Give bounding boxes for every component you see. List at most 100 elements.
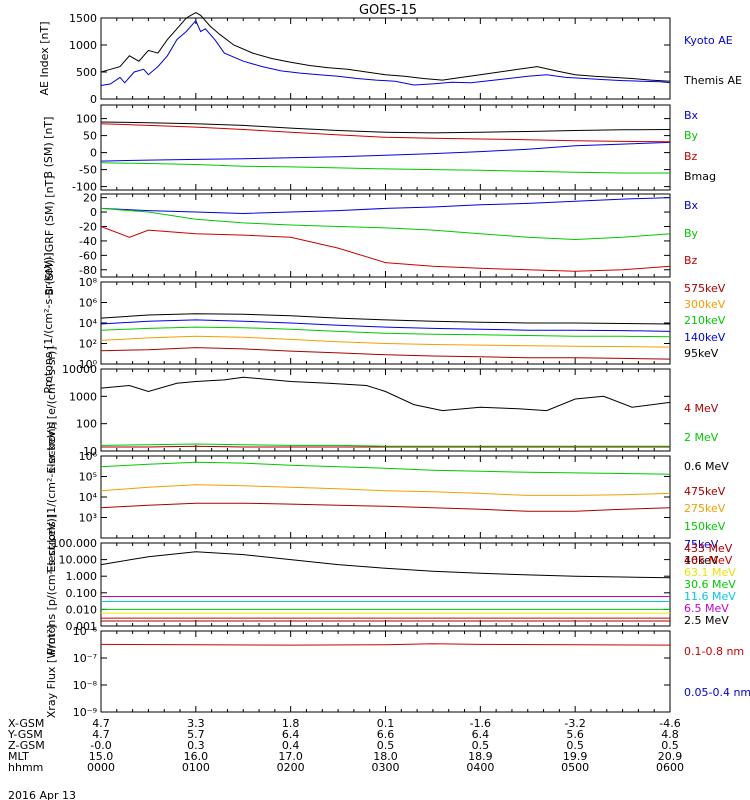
series-line-kyoto-ae: [100, 19, 671, 86]
legend-entry: Themis AE: [683, 74, 742, 87]
legend-entry: Kyoto AE: [684, 34, 733, 47]
legend-entry: Bz: [684, 150, 698, 163]
y-axis-label: Electrons [1/(cm²-s-sr-keV)]: [45, 422, 58, 573]
panel-frame: [100, 368, 671, 452]
y-tick-label: 50: [83, 130, 97, 143]
legend-entry: 4 MeV: [684, 402, 719, 415]
y-tick-label: 10⁴: [79, 317, 98, 330]
ephemeris-value: -1.6: [470, 717, 491, 730]
series-line-275kev: [100, 484, 671, 496]
legend-entry: Bmag: [684, 170, 716, 183]
y-tick-label: -100: [72, 181, 97, 194]
y-tick-label: 100.000: [52, 537, 98, 550]
ephemeris-value: 6.4: [472, 728, 490, 741]
y-tick-label: 0: [90, 147, 97, 160]
legend-entry: 433 MeV: [684, 542, 733, 555]
panel-protons_low: 10⁰ 10² 10⁴ 10⁶ 10⁸ Protons [1/(cm²-s-sr-keV)…: [42, 252, 726, 393]
legend-entry: 300keV: [684, 298, 726, 311]
series-line-140kev: [100, 319, 671, 332]
ephemeris-value: 0500: [561, 761, 589, 774]
ephemeris-value: 19.9: [563, 750, 588, 763]
y-tick-label: 10.000: [59, 554, 98, 567]
legend-entry: 0.1-0.8 nm: [684, 645, 744, 658]
ephemeris-value: 0.4: [282, 739, 300, 752]
panel-xray: 10⁻⁹ 10⁻⁸ 10⁻⁷ 10⁻⁶ Xray Flux [W/m²] 0.1-0.8 …: [45, 625, 750, 719]
y-tick-label: -80: [79, 264, 97, 277]
y-tick-label: 10⁴: [79, 491, 98, 504]
series-line-95kev: [100, 313, 671, 325]
ephemeris-row-label: Z-GSM: [8, 739, 45, 752]
ephemeris-value: 4.7: [92, 728, 110, 741]
ephemeris-value: 0100: [182, 761, 210, 774]
panel-frame: [100, 193, 671, 278]
legend-entry: 475keV: [684, 485, 726, 498]
series-line-0-6-mev: [100, 376, 671, 412]
ephemeris-value: 3.3: [187, 717, 205, 730]
ephemeris-row-label: X-GSM: [8, 717, 44, 730]
series-line-300kev: [100, 335, 671, 348]
y-tick-label: -50: [79, 164, 97, 177]
series-line-themis-ae: [100, 12, 671, 82]
legend-entry: Bz: [684, 254, 698, 267]
ephemeris-value: 4.7: [92, 717, 110, 730]
ephemeris-value: 5.7: [187, 728, 205, 741]
panel-frame: [100, 17, 671, 100]
legend-entry: Bx: [684, 199, 699, 212]
series-line-bx: [100, 197, 671, 215]
panel-bsm: -100 -50 0 50 100 B (SM) [nT] Bx By Bz Bmag: [42, 104, 716, 194]
series-line-bz: [100, 123, 671, 143]
legend-entry: 140keV: [684, 331, 726, 344]
y-tick-label: -20: [79, 220, 97, 233]
y-axis-label: B (SM)-IGRF (SM) [nT]: [43, 175, 56, 295]
series-line-2-5-mev: [100, 551, 671, 579]
y-tick-label: 500: [76, 66, 97, 79]
ephemeris-value: 4.8: [661, 728, 679, 741]
ephemeris-value: 0000: [87, 761, 115, 774]
ephemeris-value: 15.0: [89, 750, 114, 763]
y-axis-label: Xray Flux [W/m²]: [45, 625, 58, 718]
legend-entry: 75keV: [684, 538, 719, 551]
ephemeris-row-label: hhmm: [8, 761, 43, 774]
ephemeris-value: 0.5: [566, 739, 584, 752]
ephemeris-value: -4.6: [659, 717, 680, 730]
y-tick-label: 0.100: [66, 587, 98, 600]
series-line-bx: [100, 141, 671, 162]
y-tick-label: -60: [79, 249, 97, 262]
legend-entry: 575keV: [684, 282, 726, 295]
series-line-by: [100, 162, 670, 174]
series-line-575kev: [100, 347, 671, 360]
y-tick-label: 10²: [79, 338, 97, 351]
y-axis-label: Electrons [e/(cm²-s-sr)]: [45, 346, 58, 473]
y-tick-label: 10⁸: [79, 276, 98, 289]
ephemeris-value: 0.1: [377, 717, 395, 730]
ephemeris-value: -3.2: [564, 717, 585, 730]
legend-entry: 30.6 MeV: [684, 578, 736, 591]
ephemeris-value: 0.5: [377, 739, 395, 752]
y-tick-label: 1.000: [66, 570, 98, 583]
panel-electrons_low: 10³ 10⁴ 10⁵ 10⁶ Electrons [1/(cm²-s-sr-keV)]…: [45, 422, 726, 573]
series-line-0-1-0-8-nm: [100, 643, 671, 646]
y-tick-label: 10⁻⁸: [73, 679, 98, 692]
ephemeris-row-label: MLT: [8, 750, 29, 763]
ephemeris-value: 18.0: [373, 750, 398, 763]
legend-entry: By: [684, 227, 699, 240]
y-tick-label: 10⁶: [79, 450, 98, 463]
ephemeris-value: 0.3: [187, 739, 205, 752]
y-tick-label: 10⁻⁷: [73, 652, 97, 665]
ephemeris-value: 6.4: [282, 728, 300, 741]
legend-entry: 2.5 MeV: [684, 614, 729, 627]
y-tick-label: 100: [76, 113, 97, 126]
series-line-bz: [100, 226, 671, 272]
ephemeris-value: 16.0: [184, 750, 209, 763]
ephemeris-value: 20.9: [658, 750, 683, 763]
figure-title: GOES-15: [359, 3, 417, 18]
y-tick-label: -40: [79, 235, 97, 248]
series-line-210kev: [100, 326, 671, 338]
legend-entry: 40keV: [684, 554, 719, 567]
legend-entry: 6.5 MeV: [684, 602, 729, 615]
ephemeris-value: -0.0: [90, 739, 111, 752]
legend-entry: 0.05-0.4 nm: [684, 686, 750, 699]
